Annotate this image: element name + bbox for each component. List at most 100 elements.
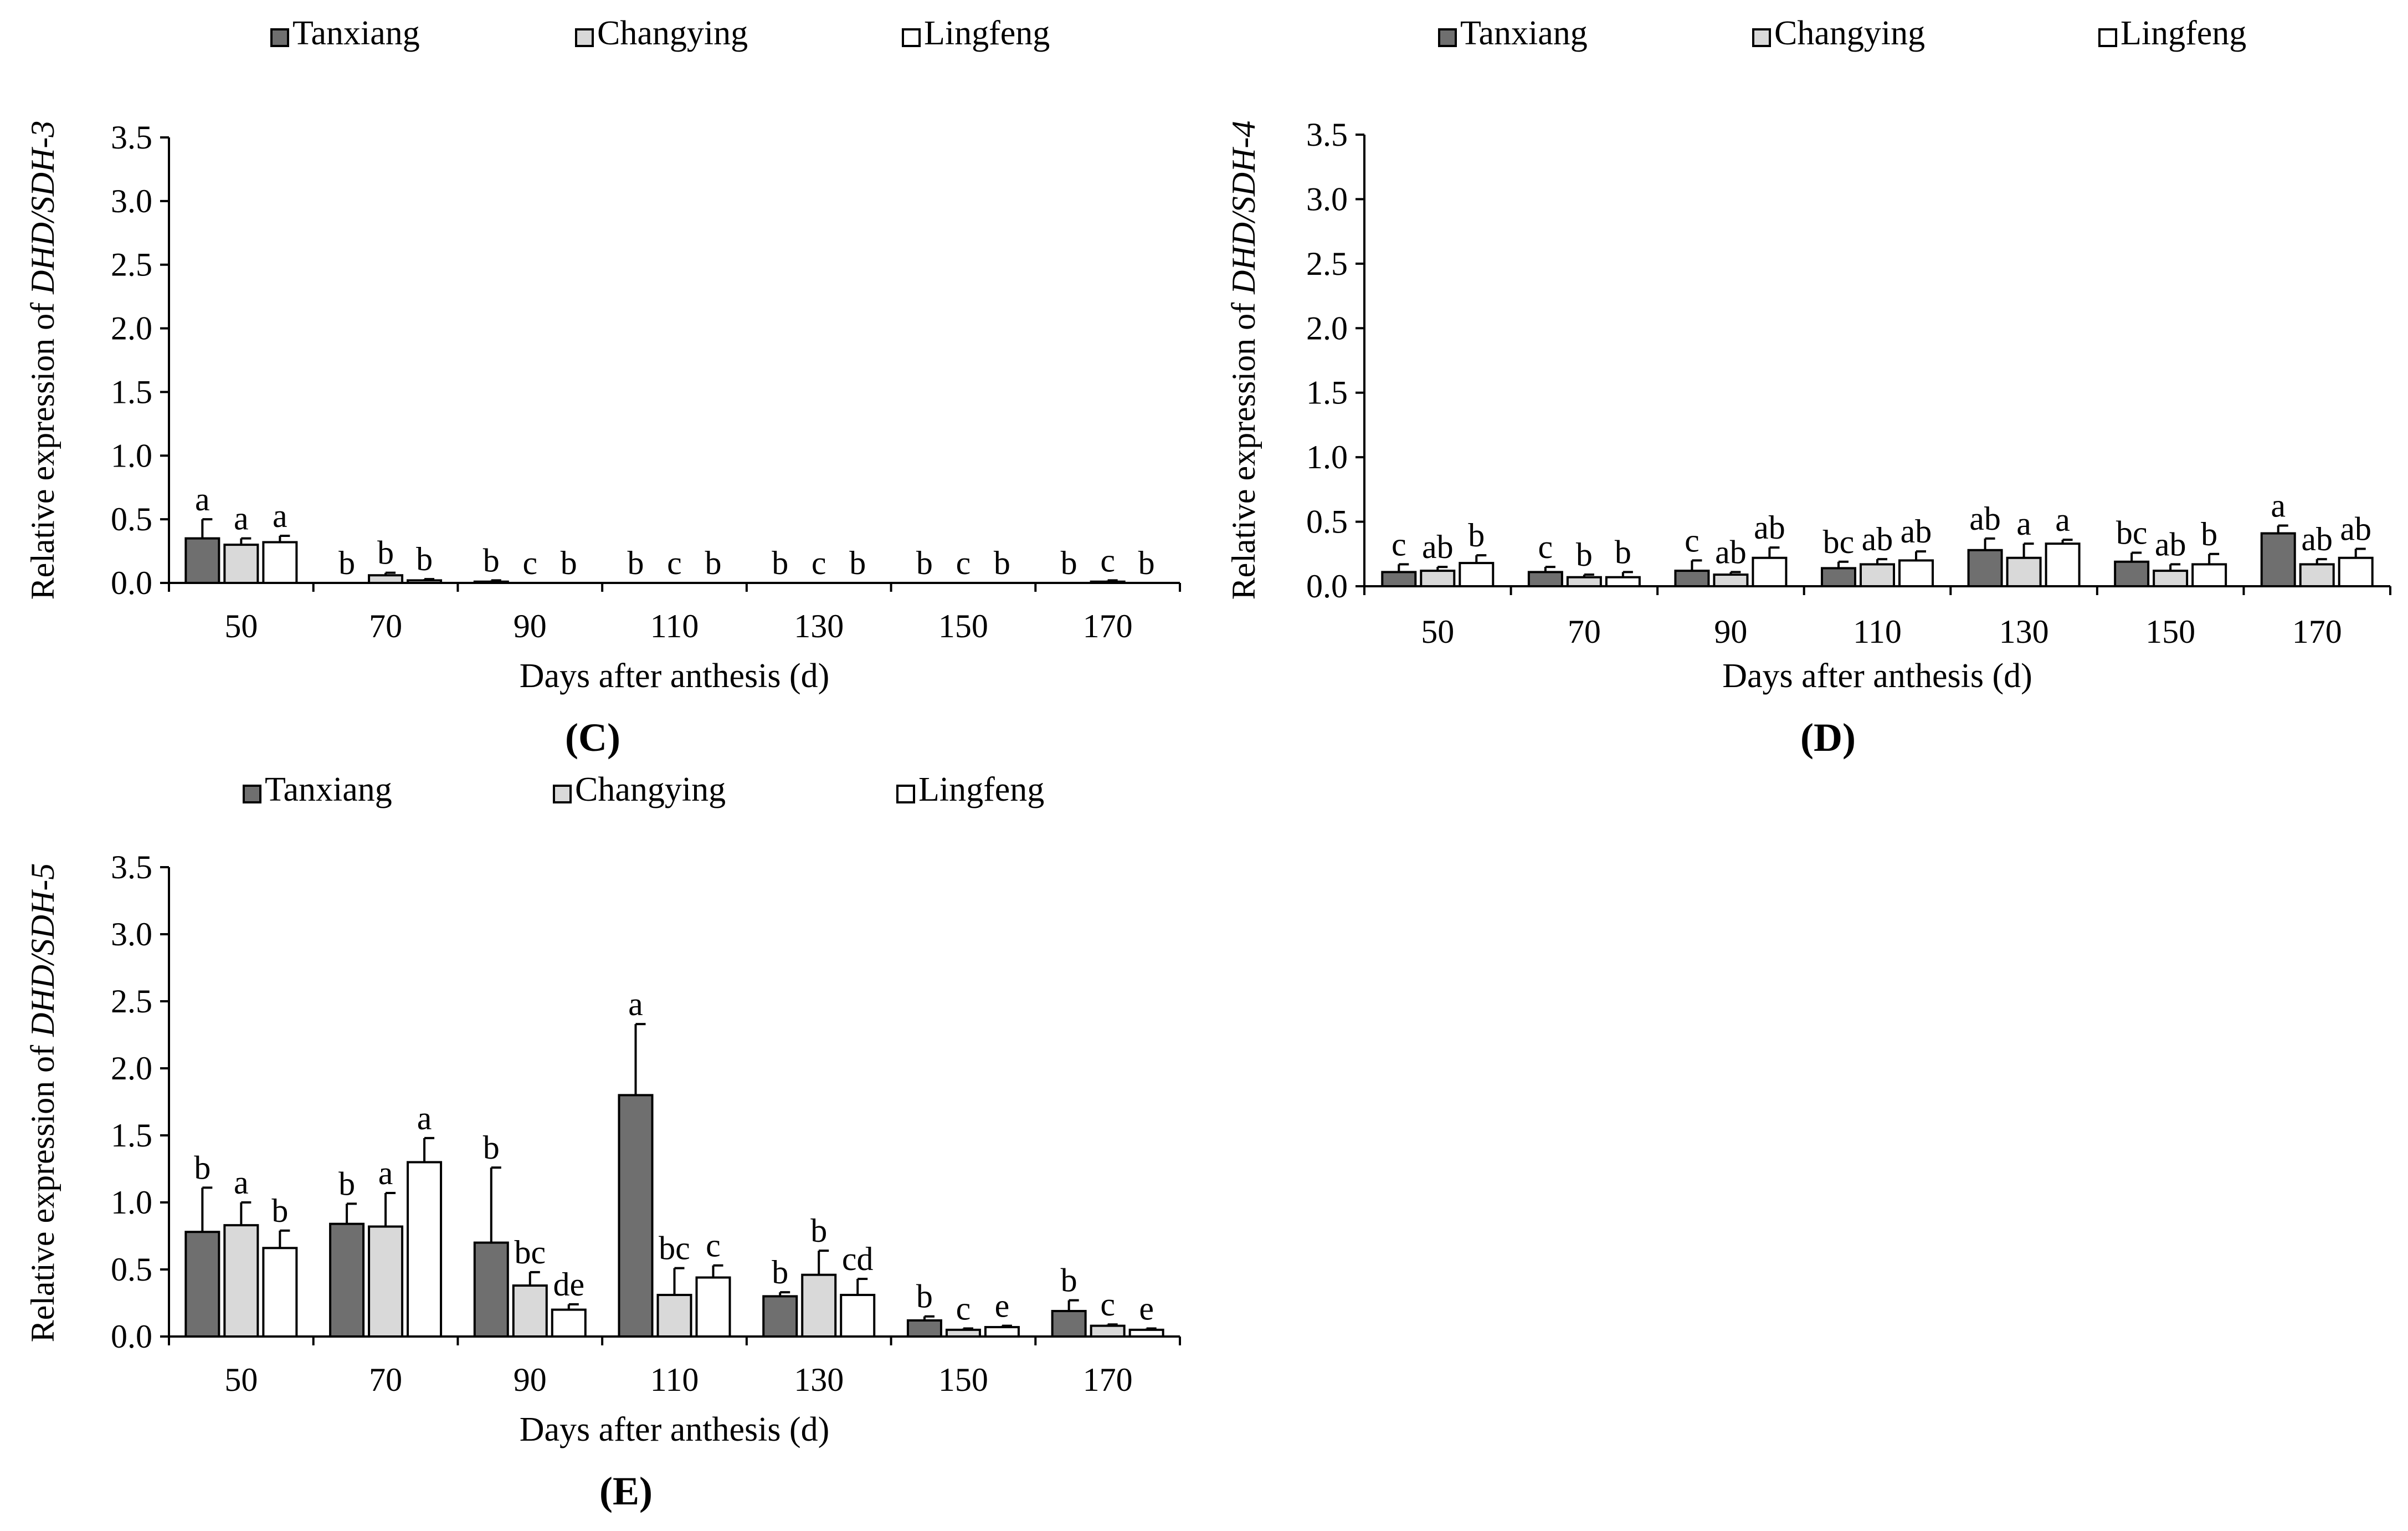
bar-tanxiang-130: [762, 1295, 798, 1338]
panel-label: (E): [599, 1469, 653, 1513]
bar-lingfeng-150: [2191, 563, 2227, 588]
bar-changying-50: [223, 544, 259, 584]
y-axis-title-text: Relative expression of: [24, 1037, 61, 1343]
panel-label: (C): [565, 715, 620, 760]
bar-changying-150: [2153, 570, 2189, 587]
y-tick-label: 2.0: [1306, 310, 1348, 346]
significance-letter: b: [416, 541, 433, 577]
significance-letter: b: [338, 1165, 355, 1202]
bar-changying-90: [512, 1284, 548, 1338]
bar-tanxiang-150: [2114, 560, 2150, 587]
bar-tanxiang-90: [1674, 570, 1710, 587]
y-tick-label: 0.0: [111, 565, 152, 601]
x-tick-label: 130: [794, 608, 844, 644]
significance-letter: b: [1468, 517, 1485, 554]
legend-label-tanxiang: Tanxiang: [292, 14, 420, 52]
bar-lingfeng-50: [1459, 562, 1495, 587]
significance-letter: b: [916, 1278, 933, 1315]
significance-letter: b: [628, 545, 644, 581]
x-tick-label: 130: [794, 1361, 844, 1398]
legend-swatch-lingfeng: [902, 28, 921, 47]
y-tick-label: 0.0: [1306, 568, 1348, 605]
bar-lingfeng-150: [984, 1326, 1020, 1338]
significance-letter: e: [1139, 1290, 1154, 1327]
significance-letter: c: [956, 545, 971, 581]
bar-lingfeng-170: [1128, 1328, 1164, 1338]
significance-letter: a: [195, 481, 210, 518]
bar-changying-70: [368, 1225, 404, 1338]
y-tick-label: 2.5: [111, 247, 152, 283]
significance-letter: b: [1061, 545, 1077, 581]
panel-label: (D): [1800, 715, 1856, 760]
x-tick-label: 50: [224, 1361, 258, 1398]
y-tick-label: 1.0: [1306, 439, 1348, 475]
significance-letter: b: [772, 545, 788, 581]
significance-letter: ab: [2301, 521, 2333, 557]
significance-letter: bc: [514, 1234, 546, 1271]
y-tick-label: 3.0: [111, 183, 152, 219]
y-tick-label: 1.0: [111, 1184, 152, 1221]
bar-lingfeng-90: [551, 1308, 587, 1338]
legend-label-changying: Changying: [1774, 14, 1925, 52]
y-axis-title-gene: DHD/SDH-4: [1225, 121, 1262, 295]
y-axis-title-gene: DHD/SDH-3: [24, 121, 61, 295]
bar-lingfeng-70: [407, 1161, 443, 1338]
x-tick-label: 150: [938, 1361, 988, 1398]
significance-letter: ab: [1901, 513, 1932, 550]
y-axis-title-text: Relative expression of: [1225, 294, 1262, 600]
bar-lingfeng-50: [262, 1247, 298, 1338]
significance-letter: c: [956, 1290, 971, 1327]
bar-tanxiang-170: [1051, 1310, 1087, 1338]
panel-D: Tanxiang Changying Lingfeng 0.0 0.5 1.0 1.5 2.0…: [1225, 14, 2391, 760]
y-tick-label: 1.5: [111, 1117, 152, 1154]
y-axis-title: Relative expression of DHD/SDH-4: [1225, 121, 1262, 600]
x-tick-label: 150: [2145, 613, 2195, 650]
bar-lingfeng-70: [1605, 576, 1641, 587]
y-tick-label: 2.5: [111, 983, 152, 1020]
x-tick-label: 130: [1999, 613, 2049, 650]
significance-letter: de: [553, 1266, 584, 1303]
legend-swatch-lingfeng: [896, 785, 915, 803]
bar-tanxiang-170: [2260, 532, 2296, 587]
x-tick-label: 50: [1421, 613, 1454, 650]
legend-swatch-tanxiang: [243, 785, 261, 803]
significance-letter: a: [2271, 488, 2286, 524]
significance-letter: a: [2016, 505, 2031, 542]
significance-letter: b: [2201, 516, 2217, 552]
significance-letter: a: [2055, 501, 2070, 538]
bar-tanxiang-50: [184, 537, 220, 584]
legend-label-tanxiang: Tanxiang: [265, 771, 392, 808]
x-tick-label: 110: [650, 1361, 699, 1398]
x-tick-label: 110: [1853, 613, 1902, 650]
y-tick-label: 3.0: [1306, 181, 1348, 217]
significance-letter: a: [234, 500, 249, 537]
bar-lingfeng-50: [262, 541, 298, 585]
significance-letter: c: [1538, 529, 1553, 565]
significance-letter: b: [1061, 1262, 1077, 1299]
legend-label-lingfeng: Lingfeng: [2121, 14, 2246, 52]
y-tick-label: 1.0: [111, 437, 152, 474]
x-tick-label: 70: [369, 1361, 402, 1398]
significance-letter: bc: [659, 1230, 690, 1267]
significance-letter: c: [812, 545, 826, 581]
legend-label-changying: Changying: [597, 14, 748, 52]
bar-changying-110: [656, 1293, 692, 1338]
significance-letter: b: [194, 1149, 210, 1186]
legend-label-lingfeng: Lingfeng: [924, 14, 1050, 52]
legend-swatch-changying: [553, 785, 572, 803]
significance-letter: a: [273, 498, 287, 534]
x-tick-label: 90: [514, 608, 547, 644]
y-tick-label: 1.5: [111, 373, 152, 410]
bar-changying-90: [1713, 574, 1749, 587]
y-tick-label: 0.5: [1306, 504, 1348, 540]
significance-letter: c: [1685, 522, 1700, 559]
legend-label-changying: Changying: [575, 771, 726, 808]
bar-changying-170: [1090, 580, 1126, 585]
significance-letter: b: [1138, 545, 1155, 581]
y-tick-label: 2.0: [111, 1050, 152, 1087]
panel-E: Tanxiang Changying Lingfeng 0.0 0.5 1.0 1.5 2.0…: [24, 771, 1181, 1513]
y-axis-title-text: Relative expression of: [24, 294, 61, 600]
significance-letter: bc: [1823, 524, 1855, 560]
x-tick-label: 150: [938, 608, 988, 644]
bar-tanxiang-50: [1381, 571, 1417, 588]
